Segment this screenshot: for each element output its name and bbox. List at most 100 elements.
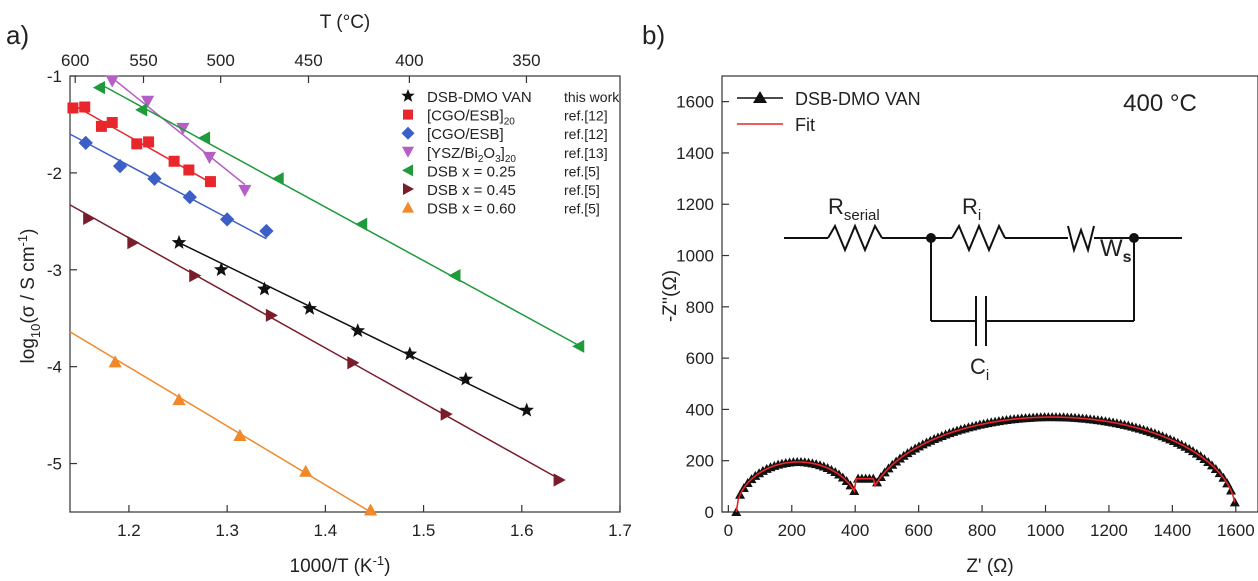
data-point — [402, 346, 418, 361]
chart-a-legend: DSB-DMO VAN this work[CGO/ESB]20 ref.[12][… — [401, 89, 620, 218]
legend-ref: ref.[12] — [564, 126, 608, 142]
x-tick-label: 1.7 — [608, 521, 632, 540]
x-tick-label: 800 — [968, 521, 996, 540]
data-point — [448, 268, 461, 283]
x-tick-label: 1600 — [1217, 521, 1255, 540]
y-tick-label: 600 — [686, 349, 714, 368]
legend-b-fit-label: Fit — [795, 115, 815, 135]
data-point — [219, 212, 235, 227]
legend-label-part: DSB x = 0.60 — [427, 201, 516, 218]
series — [69, 133, 274, 240]
chart-a-plot-frame — [69, 75, 621, 513]
fit-curve — [735, 416, 1236, 513]
chart-a-y-axis-label-post: (σ / S cm — [18, 246, 39, 323]
chart-a-x-axis-label-sup: -1 — [373, 553, 385, 568]
y-tick-label: 800 — [686, 298, 714, 317]
legend-label-part: O — [483, 145, 495, 162]
chart-a-y-axis-label-pre: log — [18, 338, 39, 363]
series — [171, 234, 534, 417]
legend-ref: ref.[5] — [564, 163, 600, 179]
legend-label: DSB x = 0.60 — [427, 201, 516, 218]
circuit-label-r-serial-sub: serial — [844, 207, 880, 224]
data-point — [233, 428, 247, 441]
circuit-label-w-main: W — [1100, 235, 1123, 262]
circuit-label-w-sub: s — [1123, 249, 1132, 266]
data-point — [572, 339, 585, 353]
legend-label-sub: 20 — [505, 154, 517, 165]
data-point — [402, 164, 413, 177]
chart-a-series — [67, 75, 585, 516]
chart-b-series — [731, 412, 1240, 516]
data-point — [135, 103, 148, 117]
x-tick-label: 1.5 — [412, 521, 436, 540]
data-point — [92, 81, 105, 95]
data-point — [95, 120, 107, 132]
legend-label-sub: 3 — [495, 154, 501, 165]
legend-b-vam-marker — [753, 91, 767, 103]
series — [105, 75, 252, 197]
data-point — [140, 95, 155, 108]
legend-ref: ref.[5] — [564, 182, 600, 198]
data-point — [350, 323, 366, 337]
circuit-label-r-serial-main: R — [828, 194, 844, 219]
data-point — [83, 211, 96, 226]
legend-label-part: [CGO/ESB] — [427, 108, 504, 125]
data-point — [265, 308, 278, 322]
y-tick-label: 0 — [705, 503, 714, 522]
circuit-label-r-i-sub: i — [978, 207, 981, 224]
series — [69, 204, 566, 487]
fit-line — [69, 204, 562, 481]
data-point — [299, 464, 313, 477]
circuit-label-c-sub: i — [986, 367, 989, 384]
top-tick-label: 450 — [294, 51, 322, 70]
series — [67, 101, 216, 188]
legend-label-part: [YSZ/Bi — [427, 145, 478, 162]
top-tick-label: 350 — [512, 51, 540, 70]
x-tick-label: 400 — [841, 521, 869, 540]
chart-b-x-axis: 0 200 400 600 800 1000 1200 1400 1600 — [724, 505, 1255, 540]
data-point — [403, 109, 413, 120]
legend-label: DSB x = 0.25 — [427, 163, 516, 180]
data-point — [553, 473, 566, 487]
legend-label-part: [CGO/ESB] — [427, 126, 504, 143]
data-point — [172, 393, 186, 406]
data-point — [168, 155, 180, 167]
x-tick-label: 1000 — [1027, 521, 1065, 540]
legend-label-part: DSB x = 0.45 — [427, 182, 516, 199]
data-point — [78, 135, 93, 151]
x-tick-label: 1400 — [1153, 521, 1191, 540]
fit-line — [69, 133, 267, 240]
data-point — [401, 126, 415, 140]
data-point — [257, 281, 272, 296]
data-point — [402, 201, 414, 213]
legend-ref: ref.[12] — [564, 108, 608, 124]
circuit-label-r-serial: Rserial — [828, 194, 880, 224]
x-tick-label: 1.4 — [314, 521, 338, 540]
equivalent-circuit — [784, 223, 1182, 346]
circuit-resistor-i — [951, 223, 1006, 253]
data-point — [127, 236, 140, 250]
chart-b-x-axis-label: Z' (Ω) — [966, 556, 1013, 577]
legend-label-sub: 2 — [478, 154, 484, 165]
chart-a-x-axis-label: 1000/T (K-1) — [290, 553, 391, 577]
data-point — [403, 183, 414, 195]
x-tick-label: 1.2 — [117, 521, 141, 540]
data-point — [213, 262, 229, 276]
legend-label-part: ] — [501, 145, 505, 162]
top-tick-label: 550 — [129, 51, 157, 70]
circuit-resistor-serial — [827, 223, 883, 253]
legend-ref: ref.[13] — [564, 145, 608, 161]
fit-line — [99, 83, 580, 347]
data-point — [183, 164, 195, 176]
x-tick-label: 1.3 — [215, 521, 239, 540]
panel-a-label: a) — [6, 20, 29, 50]
data-point — [458, 371, 474, 386]
data-point — [519, 402, 534, 417]
legend-label-part: DSB-DMO VAN — [427, 89, 532, 106]
data-point — [401, 89, 415, 102]
data-point — [238, 184, 252, 197]
circuit-label-w: Ws — [1100, 235, 1132, 266]
x-tick-label: 1200 — [1090, 521, 1128, 540]
panel-b-label: b) — [642, 20, 665, 50]
